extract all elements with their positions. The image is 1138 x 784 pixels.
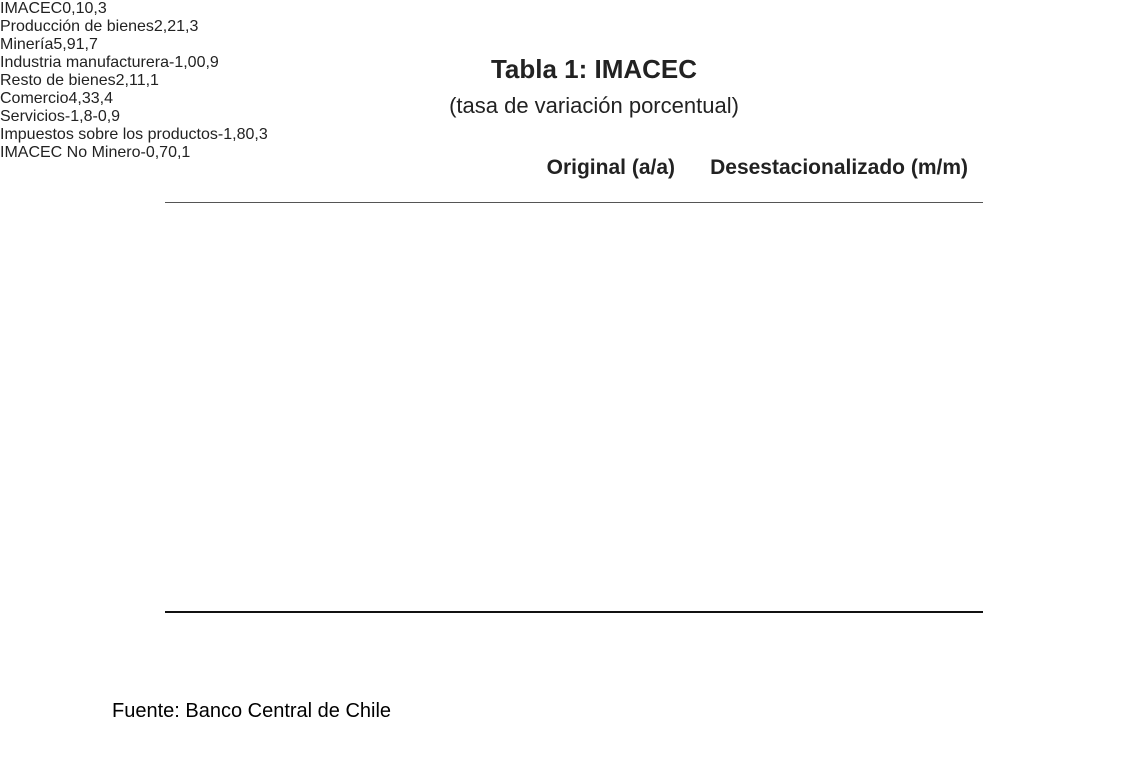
cell-value: 0,9 [196, 54, 219, 71]
cell-value: 0,1 [62, 0, 85, 17]
table-row: Producción de bienes2,21,3 [0, 18, 1138, 36]
table-row: IMACEC0,10,3 [0, 0, 1138, 18]
cell-value: 2,1 [115, 72, 137, 89]
table-row: Comercio4,33,4 [0, 90, 1138, 108]
row-label: Servicios [0, 108, 65, 125]
row-label: Impuestos sobre los productos [0, 126, 218, 143]
table-subtitle: (tasa de variación porcentual) [449, 93, 739, 118]
cell-value: -1,0 [168, 54, 197, 71]
cell-value: 1,7 [75, 36, 98, 53]
table-title: Tabla 1: IMACEC [490, 54, 698, 84]
bottom-rule [165, 611, 983, 613]
cell-value: 0,3 [245, 126, 268, 143]
row-label: IMACEC No Minero [0, 144, 141, 161]
row-label: Industria manufacturera [0, 54, 169, 71]
table-row: Minería5,91,7 [0, 36, 1138, 54]
table-row: Servicios-1,8-0,9 [0, 108, 1138, 126]
table-row: Impuestos sobre los productos-1,80,3 [0, 126, 1138, 144]
row-label: Comercio [0, 90, 69, 107]
column-header: Desestacionalizado (m/m) [710, 156, 968, 179]
cell-value: 4,3 [68, 90, 91, 107]
cell-value: -1,8 [217, 126, 246, 143]
row-label: Resto de bienes [0, 72, 116, 89]
cell-value: -0,9 [92, 108, 121, 125]
row-label: IMACEC [0, 0, 63, 17]
table-row: IMACEC No Minero-0,70,1 [0, 144, 1138, 162]
cell-value: -1,8 [64, 108, 93, 125]
cell-value: 0,3 [84, 0, 107, 17]
cell-value: 5,9 [53, 36, 76, 53]
source-note: Fuente: Banco Central de Chile [112, 700, 392, 722]
row-label: Producción de bienes [0, 18, 154, 35]
table-body: IMACEC0,10,3 Producción de bienes2,21,3 Mi… [0, 0, 1138, 162]
cell-value: 1,3 [176, 18, 199, 35]
top-rule [165, 202, 983, 203]
cell-value: -0,7 [140, 144, 169, 161]
cell-value: 0,1 [168, 144, 191, 161]
row-label: Minería [0, 36, 54, 53]
cell-value: 1,1 [136, 72, 159, 89]
table-row: Industria manufacturera-1,00,9 [0, 54, 1138, 72]
column-header: Original (a/a) [546, 156, 675, 179]
cell-value: 2,2 [153, 18, 177, 35]
table-row: Resto de bienes2,11,1 [0, 72, 1138, 90]
cell-value: 3,4 [90, 90, 113, 107]
